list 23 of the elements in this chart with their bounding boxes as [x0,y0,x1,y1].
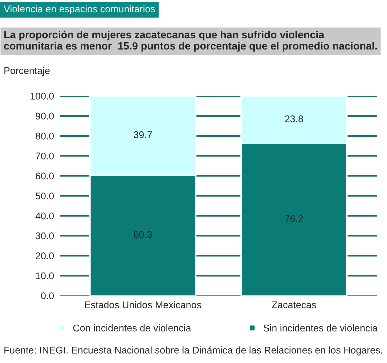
y-tick-label: 20.0 [36,252,54,260]
y-axis-title: Porcentaje [4,67,50,76]
x-tick-label: Estados Unidos Mexicanos [85,301,202,309]
y-tick-label: 40.0 [36,212,54,220]
y-tick-label: 60.0 [36,172,54,180]
chart-subtitle: La proporción de mujeres zacatecanas que han sufrido violencia comunitaria es menor 15.9 puntos de porcentaje que el promedio nacional. [4,30,378,52]
source-note: Fuente: INEGI. Encuesta Nacional sobre la Dinámica de las Relaciones en los Hogares. [4,346,382,356]
data-label: 60.3 [134,231,152,238]
y-tick-label: 70.0 [36,152,54,160]
x-tick-label: Zacatecas [272,302,316,309]
y-tick-label: 90.0 [36,112,54,120]
y-tick-label: 30.0 [36,232,54,240]
y-tick-label: 0.0 [41,292,54,300]
y-tick-label: 80.0 [36,132,54,140]
legend-label: Con incidentes de violencia [74,324,192,332]
y-tick-label: 50.0 [36,192,54,200]
chart-title: Violencia en espacios comunitarios [4,5,156,15]
legend-label: Sin incidentes de violencia [264,324,378,332]
data-label: 76.2 [285,216,304,222]
y-tick-label: 10.0 [36,272,54,280]
data-label: 23.8 [285,116,304,123]
data-label: 39.7 [134,132,152,138]
y-tick-label: 100.0 [30,92,54,100]
